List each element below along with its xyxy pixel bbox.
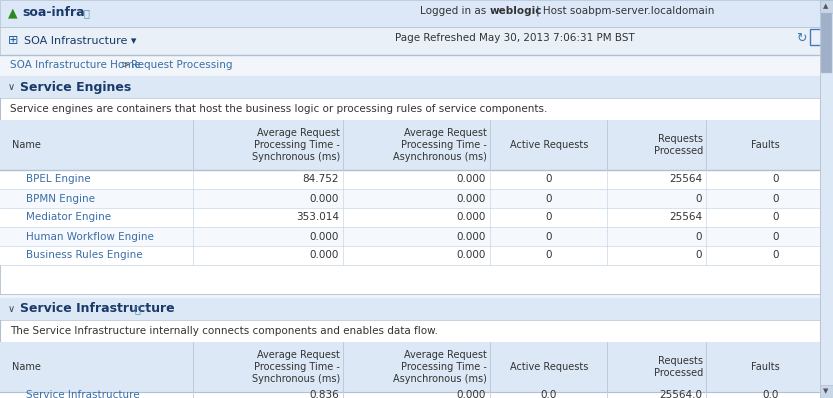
- Text: Faults: Faults: [751, 362, 780, 372]
- Text: 0: 0: [546, 232, 552, 242]
- Text: 84.752: 84.752: [302, 174, 339, 185]
- Text: SOA Infrastructure ▾: SOA Infrastructure ▾: [24, 36, 137, 46]
- Text: Average Request
Processing Time -
Asynchronous (ms): Average Request Processing Time - Asynch…: [393, 350, 487, 384]
- Text: The Service Infrastructure internally connects components and enables data flow.: The Service Infrastructure internally co…: [10, 326, 438, 336]
- Text: 0: 0: [696, 250, 702, 261]
- Text: 0: 0: [772, 213, 779, 222]
- Text: >: >: [118, 60, 133, 70]
- Bar: [821, 133, 832, 158]
- Bar: [0, 298, 820, 320]
- Text: 0.000: 0.000: [456, 213, 486, 222]
- Text: Requests
Processed: Requests Processed: [654, 356, 703, 378]
- Text: 0: 0: [696, 193, 702, 203]
- Bar: [820, 0, 833, 398]
- Text: Page Refreshed May 30, 2013 7:06:31 PM BST: Page Refreshed May 30, 2013 7:06:31 PM B…: [395, 33, 635, 43]
- Text: 0: 0: [772, 193, 779, 203]
- Text: ▼: ▼: [824, 285, 829, 291]
- Text: 0: 0: [546, 174, 552, 185]
- Text: 0: 0: [696, 232, 702, 242]
- Text: Name: Name: [12, 362, 41, 372]
- Text: 0: 0: [772, 232, 779, 242]
- Text: 0: 0: [546, 250, 552, 261]
- Text: Average Request
Processing Time -
Synchronous (ms): Average Request Processing Time - Synchr…: [252, 350, 340, 384]
- Text: ∨: ∨: [8, 82, 15, 92]
- Text: Average Request
Processing Time -
Synchronous (ms): Average Request Processing Time - Synchr…: [252, 129, 340, 162]
- Text: Faults: Faults: [751, 140, 780, 150]
- Bar: [0, 170, 820, 189]
- Text: 0.0: 0.0: [763, 390, 779, 398]
- Text: | Host soabpm-server.localdomain: | Host soabpm-server.localdomain: [536, 6, 715, 16]
- Text: 353.014: 353.014: [296, 213, 339, 222]
- Text: 0.0: 0.0: [541, 390, 557, 398]
- Text: 0.000: 0.000: [456, 193, 486, 203]
- Text: 0: 0: [772, 250, 779, 261]
- Bar: [0, 227, 820, 246]
- Bar: [0, 76, 820, 294]
- Text: Requests
Processed: Requests Processed: [654, 134, 703, 156]
- Bar: [0, 120, 820, 170]
- Bar: [0, 76, 820, 98]
- Bar: [0, 246, 820, 265]
- Bar: [0, 120, 820, 294]
- Text: 0.000: 0.000: [456, 390, 486, 398]
- Text: soa-infra: soa-infra: [22, 6, 85, 20]
- Text: Average Request
Processing Time -
Asynchronous (ms): Average Request Processing Time - Asynch…: [393, 129, 487, 162]
- Text: BPMN Engine: BPMN Engine: [26, 193, 95, 203]
- Text: Mediator Engine: Mediator Engine: [26, 213, 111, 222]
- Text: ∨: ∨: [8, 304, 15, 314]
- Text: Business Rules Engine: Business Rules Engine: [26, 250, 142, 261]
- Text: 0.000: 0.000: [456, 250, 486, 261]
- Text: 25564: 25564: [669, 213, 702, 222]
- Text: Active Requests: Active Requests: [510, 362, 588, 372]
- Bar: [0, 189, 820, 208]
- Text: ▼: ▼: [823, 388, 829, 394]
- Text: Human Workflow Engine: Human Workflow Engine: [26, 232, 154, 242]
- Text: Service engines are containers that host the business logic or processing rules : Service engines are containers that host…: [10, 104, 547, 114]
- Text: Name: Name: [12, 140, 41, 150]
- Text: 0.000: 0.000: [310, 193, 339, 203]
- Text: Logged in as: Logged in as: [420, 6, 490, 16]
- Bar: [0, 208, 820, 227]
- Text: ⓘ: ⓘ: [135, 304, 141, 314]
- Text: 0.000: 0.000: [456, 232, 486, 242]
- Bar: [0, 342, 820, 392]
- Text: ▲: ▲: [8, 6, 17, 20]
- Text: Service Infrastructure: Service Infrastructure: [26, 390, 140, 398]
- Bar: [820, 120, 833, 294]
- Bar: [810, 29, 826, 45]
- Text: weblogic: weblogic: [490, 6, 542, 16]
- Text: 0.836: 0.836: [309, 390, 339, 398]
- Bar: [0, 298, 820, 396]
- Text: 25564.0: 25564.0: [659, 390, 702, 398]
- Bar: [820, 120, 833, 133]
- Bar: [821, 13, 832, 73]
- Text: ▲: ▲: [823, 4, 829, 10]
- Bar: [820, 281, 833, 294]
- Text: 0.000: 0.000: [310, 250, 339, 261]
- Text: ⊞: ⊞: [8, 35, 18, 47]
- Bar: [820, 385, 833, 398]
- Text: Request Processing: Request Processing: [131, 60, 232, 70]
- Bar: [0, 342, 820, 398]
- Text: Service Infrastructure: Service Infrastructure: [20, 302, 175, 316]
- Text: SOA Infrastructure Home: SOA Infrastructure Home: [10, 60, 141, 70]
- Text: 0: 0: [546, 213, 552, 222]
- Text: ↻: ↻: [796, 31, 806, 45]
- Bar: [0, 0, 833, 27]
- Bar: [0, 55, 833, 75]
- Bar: [0, 27, 833, 55]
- Bar: [820, 0, 833, 13]
- Text: ⓘ: ⓘ: [84, 8, 90, 18]
- Bar: [0, 392, 820, 398]
- Text: Active Requests: Active Requests: [510, 140, 588, 150]
- Text: Service Engines: Service Engines: [20, 80, 132, 94]
- Text: 25564: 25564: [669, 174, 702, 185]
- Text: 0: 0: [772, 174, 779, 185]
- Text: BPEL Engine: BPEL Engine: [26, 174, 91, 185]
- Text: 0.000: 0.000: [456, 174, 486, 185]
- Text: 0: 0: [546, 193, 552, 203]
- Text: ▲: ▲: [824, 123, 829, 129]
- Text: 0.000: 0.000: [310, 232, 339, 242]
